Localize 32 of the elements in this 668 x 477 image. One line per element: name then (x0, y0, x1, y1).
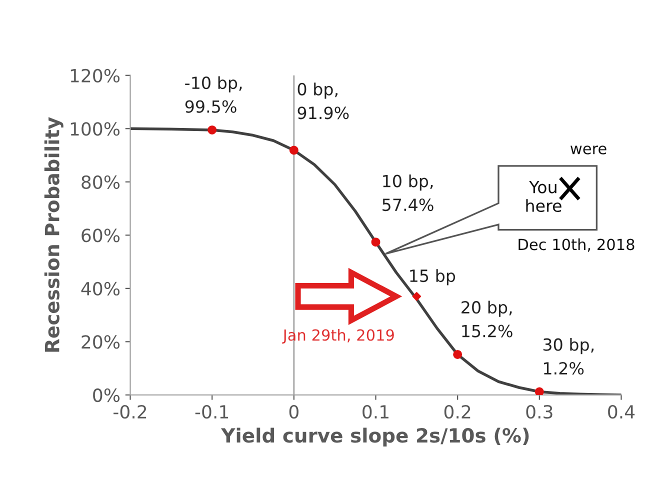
x-tick-label: 0.2 (444, 404, 470, 419)
annotation: 15 bp (410, 269, 456, 286)
point (534, 387, 544, 395)
y-tick-label: 60% (82, 228, 120, 242)
x-tick-label: 0.1 (362, 404, 388, 419)
annotation: 30 bp, 1.2% (543, 338, 594, 375)
annotation: were (570, 146, 606, 154)
annotation: Jan 29th, 2019 (282, 328, 394, 344)
point (412, 292, 422, 301)
x-tick-label: 0.4 (608, 404, 635, 419)
annotation: 20 bp, 15.2% (462, 300, 512, 338)
point (371, 238, 380, 247)
x-tick-label: -0.2 (114, 404, 146, 419)
annotation: 10 bp, 57.4% (382, 174, 434, 212)
point (289, 146, 298, 155)
y-tick-label: 20% (82, 335, 120, 349)
x-tick-label: 0.3 (526, 404, 552, 419)
y-tick-label: 100% (70, 122, 120, 136)
annotation: Dec 10th, 2018 (518, 238, 634, 252)
point (453, 350, 462, 359)
annotation: -10 bp, 99.5% (185, 76, 242, 113)
x-axis-title: Yield curve slope 2s/10s (%) (220, 428, 529, 447)
point (208, 125, 217, 134)
x-tick-label: 0 (289, 404, 298, 419)
y-tick-label: 40% (81, 282, 120, 296)
y-axis-title: Recession Probability (44, 117, 64, 352)
y-tick-label: 0% (93, 388, 120, 402)
y-tick-label: 80% (82, 175, 120, 190)
y-tick-label: 120% (70, 68, 120, 82)
annotation: You here (526, 180, 562, 212)
x-tick-label: -0.1 (195, 404, 228, 419)
annotation: 0 bp, 91.9% (298, 82, 349, 120)
